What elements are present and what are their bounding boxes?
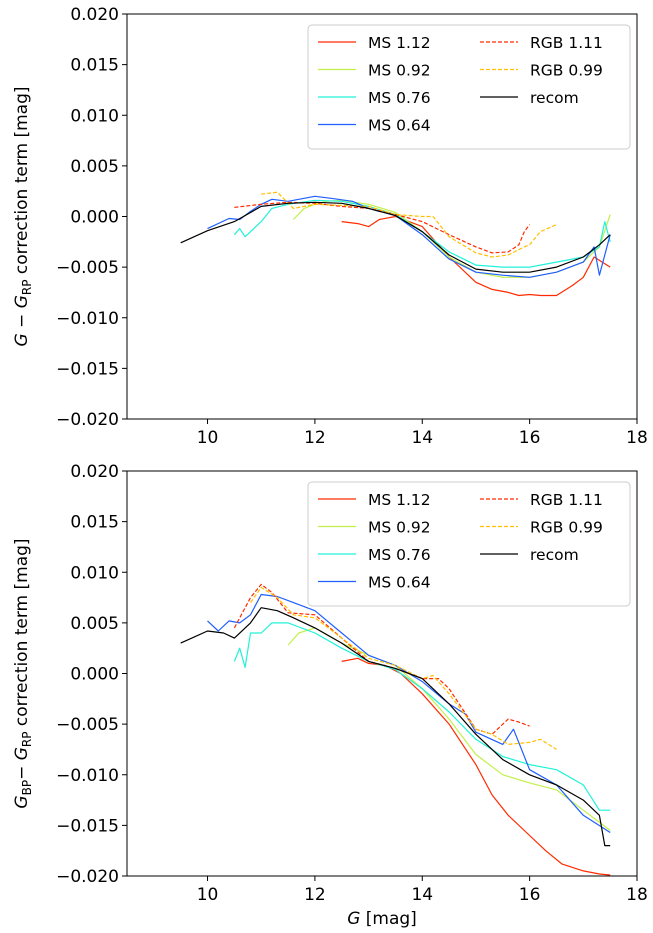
- legend-label: MS 0.64: [368, 117, 431, 135]
- x-tick-label: 14: [411, 885, 433, 905]
- y-axis-label: GBP− GRP correction term [mag]: [12, 538, 34, 808]
- series-line-ms-0-64: [207, 593, 611, 834]
- y-tick-label: 0.020: [70, 462, 119, 482]
- legend-label: RGB 0.99: [530, 519, 603, 537]
- legend-label: RGB 0.99: [530, 62, 603, 80]
- top-panel: 10 12 14 16 18 −0.020 −0.015 −0.010 −0.005 0.000 0…: [12, 5, 648, 448]
- x-tick-label: 14: [411, 428, 433, 448]
- legend: MS 1.12 MS 0.92 MS 0.76 MS 0.64 RGB 1.11 RGB …: [307, 24, 631, 150]
- y-tick-label: −0.005: [56, 258, 119, 278]
- bottom-panel: 10 12 14 16 18 −0.020 −0.015 −0.010 −0.005 0.000 0…: [12, 462, 648, 929]
- y-tick-label: 0.020: [70, 5, 119, 25]
- series-group: [180, 583, 611, 876]
- legend-label: MS 0.76: [368, 546, 431, 564]
- series-line-rgb-0-99: [261, 191, 557, 258]
- series-line-recom: [180, 201, 611, 273]
- legend-label: RGB 1.11: [530, 491, 603, 509]
- legend-label: MS 0.76: [368, 89, 431, 107]
- legend-box: [307, 24, 631, 150]
- series-line-recom: [180, 607, 611, 847]
- legend-label: RGB 1.11: [530, 34, 603, 52]
- legend-label: recom: [530, 546, 579, 564]
- legend-box: [307, 481, 631, 607]
- legend-label: MS 0.64: [368, 574, 431, 592]
- y-tick-label: −0.005: [56, 715, 119, 735]
- y-tick-label: −0.010: [56, 766, 119, 786]
- x-tick-label: 10: [197, 428, 219, 448]
- x-tick-label: 10: [197, 885, 219, 905]
- y-tick-label: −0.020: [56, 867, 119, 887]
- y-tick-label: −0.015: [56, 816, 119, 836]
- y-tick-label: 0.005: [70, 614, 119, 634]
- legend-label: MS 1.12: [368, 34, 431, 52]
- series-group: [180, 191, 611, 297]
- legend-label: recom: [530, 89, 579, 107]
- y-tick-label: 0.000: [70, 665, 119, 685]
- y-tick-label: 0.010: [70, 563, 119, 583]
- x-axis-label: G [mag]: [347, 909, 417, 929]
- y-tick-label: −0.015: [56, 359, 119, 379]
- x-tick-label: 16: [519, 428, 541, 448]
- legend: MS 1.12 MS 0.92 MS 0.76 MS 0.64 RGB 1.11 RGB …: [307, 481, 631, 607]
- x-tick-label: 16: [519, 885, 541, 905]
- y-tick-label: 0.015: [70, 513, 119, 533]
- legend-label: MS 1.12: [368, 491, 431, 509]
- legend-label: MS 0.92: [368, 519, 431, 537]
- series-line-ms-1-12: [341, 215, 611, 297]
- y-axis-label: G − GRP correction term [mag]: [12, 86, 34, 346]
- y-tick-label: 0.005: [70, 157, 119, 177]
- x-tick-label: 12: [304, 428, 326, 448]
- x-tick-label: 18: [626, 885, 648, 905]
- y-tick-label: −0.010: [56, 309, 119, 329]
- y-tick-label: −0.020: [56, 410, 119, 430]
- legend-label: MS 0.92: [368, 62, 431, 80]
- x-tick-label: 18: [626, 428, 648, 448]
- x-tick-label: 12: [304, 885, 326, 905]
- y-tick-label: 0.000: [70, 208, 119, 228]
- y-tick-label: 0.015: [70, 56, 119, 76]
- y-tick-label: 0.010: [70, 106, 119, 126]
